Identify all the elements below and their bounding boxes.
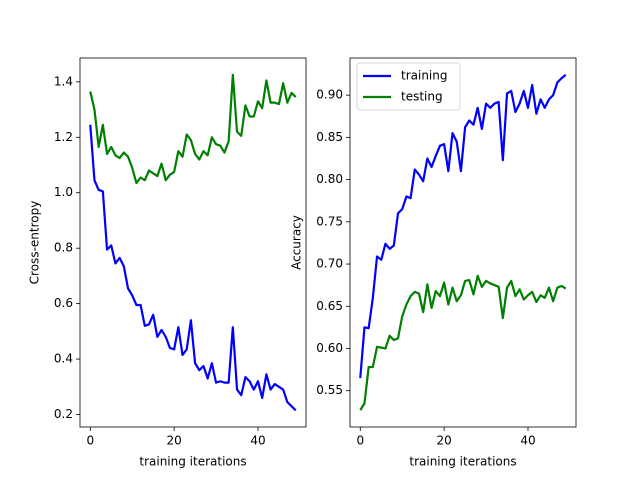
y-tick-label: 0.70 (316, 257, 343, 271)
x-tick-label: 40 (520, 434, 535, 448)
axes-frame (79, 57, 307, 428)
y-tick-label: 1.2 (54, 130, 73, 144)
x-tick-label: 40 (250, 434, 265, 448)
data-line (89, 124, 297, 412)
plot-area (80, 58, 306, 427)
y-tick-label: 0.4 (54, 352, 73, 366)
legend-box (356, 62, 461, 111)
y-tick-label: 1.4 (54, 74, 73, 88)
y-tick-label: 0.8 (54, 241, 73, 255)
data-line (359, 274, 567, 411)
y-tick-label: 0.65 (316, 299, 343, 313)
x-tick-label: 0 (356, 434, 364, 448)
plot-area (350, 58, 576, 427)
y-tick-label: 0.55 (316, 383, 343, 397)
y-tick-label: 1.0 (54, 185, 73, 199)
legend-label: testing (401, 90, 443, 104)
axes-frame (349, 57, 577, 428)
y-tick-label: 0.90 (316, 88, 343, 102)
x-tick-label: 20 (436, 434, 451, 448)
x-tick-label: 20 (166, 434, 181, 448)
x-axis-label: training iterations (409, 455, 516, 469)
y-tick-label: 0.60 (316, 341, 343, 355)
y-axis-label: Accuracy (290, 215, 304, 270)
y-tick-label: 0.75 (316, 214, 343, 228)
y-tick-label: 0.6 (54, 296, 73, 310)
y-axis-label: Cross-entropy (28, 201, 42, 285)
x-tick-label: 0 (86, 434, 94, 448)
legend-label: training (401, 69, 448, 83)
y-tick-label: 0.2 (54, 407, 73, 421)
x-axis-label: training iterations (139, 455, 246, 469)
y-tick-label: 0.80 (316, 172, 343, 186)
data-line (89, 73, 297, 185)
data-line (359, 74, 567, 379)
y-tick-label: 0.85 (316, 130, 343, 144)
